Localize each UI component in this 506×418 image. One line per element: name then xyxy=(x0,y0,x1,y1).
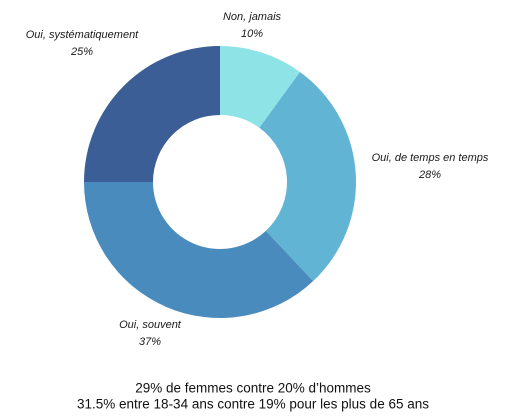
donut-slice xyxy=(83,182,314,319)
slice-label: Oui, souvent xyxy=(119,319,182,331)
slice-label: Non, jamais xyxy=(223,11,282,23)
annotation: 29% de femmes contre 20% d’hommes xyxy=(135,381,371,396)
donut-slice xyxy=(259,71,357,282)
slice-label: Oui, systématiquement xyxy=(26,29,139,41)
value-label: 10% xyxy=(241,28,263,40)
annotation: 31.5% entre 18-34 ans contre 19% pour le… xyxy=(77,397,429,412)
value-label: 25% xyxy=(70,46,93,58)
donut-slice xyxy=(84,46,220,182)
value-label: 37% xyxy=(139,336,161,348)
value-label: 28% xyxy=(418,169,441,181)
slice-label: Oui, de temps en temps xyxy=(372,152,489,164)
donut-slice xyxy=(220,46,300,128)
